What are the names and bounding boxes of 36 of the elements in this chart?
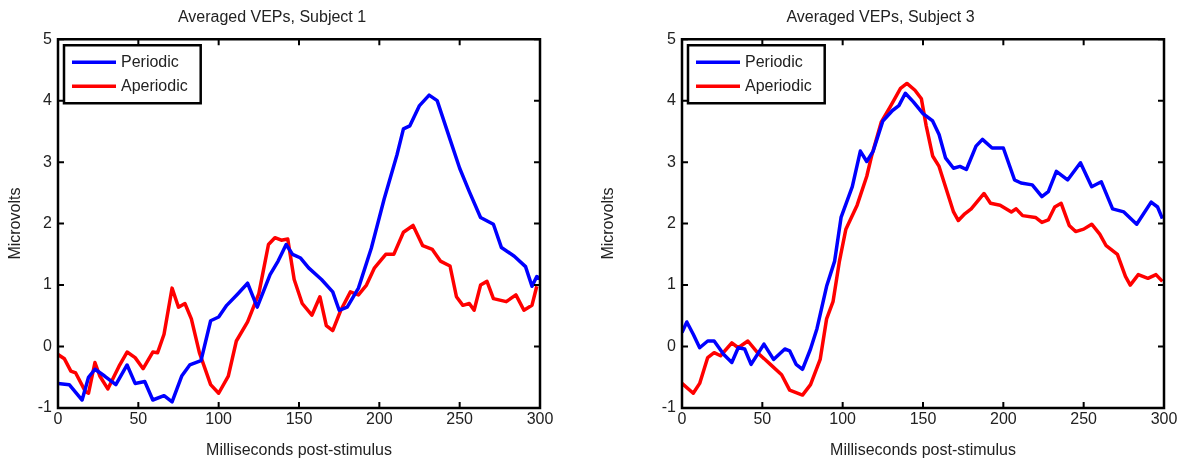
y-tick-label: 2 [667, 214, 677, 232]
y-tick-label: 4 [43, 91, 53, 109]
x-tick-label: 300 [526, 410, 554, 428]
y-tick-label: 0 [43, 336, 53, 354]
y-tick-label: 3 [43, 152, 53, 170]
legend-label: Aperiodic [121, 76, 188, 94]
x-axis-title: Milliseconds post-stimulus [830, 440, 1016, 458]
y-tick-label: -1 [37, 398, 53, 416]
chart-title: Averaged VEPs, Subject 3 [786, 8, 975, 26]
x-tick-label: 150 [909, 410, 937, 428]
x-tick-label: 200 [365, 410, 393, 428]
x-tick-label: 50 [753, 410, 772, 428]
chart-title: Averaged VEPs, Subject 1 [177, 8, 367, 26]
x-tick-label: 100 [829, 410, 857, 428]
x-tick-label: 250 [1070, 410, 1098, 428]
y-tick-label: 0 [667, 336, 677, 354]
y-tick-label: 5 [667, 29, 677, 47]
y-tick-label: 3 [667, 152, 677, 170]
x-tick-label: 50 [129, 410, 148, 428]
legend-label: Periodic [121, 52, 179, 70]
y-tick-label: 5 [43, 29, 53, 47]
legend-label: Aperiodic [745, 76, 812, 94]
x-tick-label: 250 [446, 410, 474, 428]
legend-label: Periodic [745, 52, 803, 70]
y-axis-title: Microvolts [6, 187, 24, 260]
x-tick-label: 100 [205, 410, 233, 428]
x-tick-label: 150 [285, 410, 313, 428]
x-tick-label: 300 [1150, 410, 1178, 428]
y-tick-label: -1 [661, 398, 677, 416]
y-tick-label: 1 [667, 275, 677, 293]
y-tick-label: 4 [667, 91, 677, 109]
y-tick-label: 2 [43, 214, 53, 232]
y-tick-label: 1 [43, 275, 53, 293]
y-axis-title: Microvolts [599, 187, 617, 260]
x-axis-title: Milliseconds post-stimulus [206, 440, 392, 458]
x-tick-label: 200 [989, 410, 1017, 428]
